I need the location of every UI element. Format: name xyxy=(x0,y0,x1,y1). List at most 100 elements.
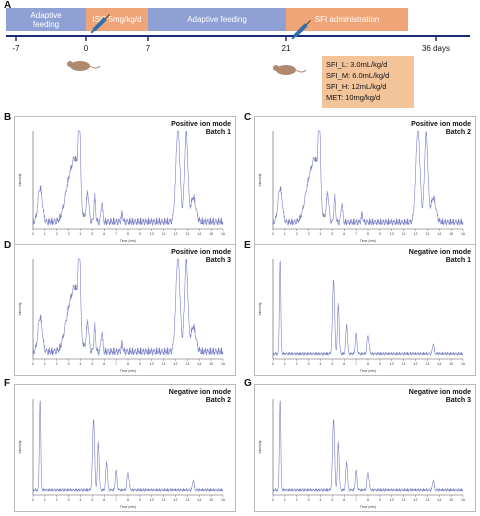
legend-item: SFI_L: 3.0mL/kg/d xyxy=(326,60,388,69)
chromatogram-d: 0 1 2 3 4 5 6 7 8 9 10 11 12 13 14 15 16 Time (min) Intens… xyxy=(14,244,236,376)
timeline-segment-sfi: SFI administration xyxy=(286,8,408,31)
x-tick-label: 11 xyxy=(162,232,166,236)
y-axis-label: Intensity xyxy=(18,440,22,453)
x-tick-label: 6 xyxy=(343,362,345,366)
legend-item: SFI_M: 6.0mL/kg/d xyxy=(326,71,390,80)
x-tick-label: 4 xyxy=(80,498,82,502)
y-axis-label: Intensity xyxy=(258,302,262,315)
timeline-segment-adaptive-2: Adaptive feeding xyxy=(148,8,286,31)
x-tick-label: 2 xyxy=(296,362,298,366)
legend-item: MET: 10mg/kg/d xyxy=(326,93,381,102)
x-tick-label: 3 xyxy=(308,232,310,236)
x-tick-label: 11 xyxy=(402,498,406,502)
x-tick-label: 14 xyxy=(197,498,201,502)
chromatogram-e: 0 1 2 3 4 5 6 7 8 9 10 11 12 13 14 15 16 Time (min) Intens… xyxy=(254,244,476,376)
mouse-icon xyxy=(67,61,101,71)
x-tick-label: 15 xyxy=(449,362,453,366)
panel-label-e: E xyxy=(244,240,251,251)
legend-item: SFI_H: 12mL/kg/d xyxy=(326,82,387,91)
x-tick-label: 8 xyxy=(127,362,129,366)
chromatogram-title: Negative ion mode Batch 1 xyxy=(408,249,471,264)
x-tick-label: 16 xyxy=(221,498,225,502)
x-tick-label: 2 xyxy=(56,362,58,366)
chromatogram-c: 0 1 2 3 4 5 6 7 8 9 10 11 12 13 14 15 16 Time (min) Intens… xyxy=(254,116,476,246)
x-tick-label: 10 xyxy=(150,362,154,366)
x-tick-label: 0 xyxy=(32,232,34,236)
x-tick-label: 9 xyxy=(379,362,381,366)
x-tick-label: 14 xyxy=(197,232,201,236)
x-tick-label: 2 xyxy=(296,498,298,502)
x-tick-label: 8 xyxy=(127,498,129,502)
timeline-tick-label: 36 days xyxy=(421,44,451,53)
x-tick-label: 6 xyxy=(103,232,105,236)
chromatogram-trace xyxy=(32,400,224,493)
chromatogram-trace xyxy=(32,130,224,226)
panel-label-g: G xyxy=(244,378,252,389)
x-tick-label: 16 xyxy=(461,362,465,366)
x-tick-label: 8 xyxy=(367,498,369,502)
x-tick-label: 13 xyxy=(425,498,429,502)
mouse-icon xyxy=(273,65,307,75)
x-tick-label: 6 xyxy=(343,232,345,236)
x-tick-label: 0 xyxy=(32,362,34,366)
chromatogram-g: 0 1 2 3 4 5 6 7 8 9 10 11 12 13 14 15 16 Time (min) Intens… xyxy=(254,384,476,512)
x-tick-label: 2 xyxy=(296,232,298,236)
x-tick-label: 6 xyxy=(343,498,345,502)
chromatogram-trace xyxy=(272,130,464,227)
x-axis-label: Time (min) xyxy=(360,239,377,243)
x-axis-label: Time (min) xyxy=(120,369,137,373)
x-tick-label: 11 xyxy=(162,362,166,366)
x-tick-label: 14 xyxy=(437,498,441,502)
x-tick-label: 1 xyxy=(284,232,286,236)
x-tick-label: 2 xyxy=(56,498,58,502)
y-axis-label: Intensity xyxy=(18,173,22,186)
chromatogram-trace xyxy=(272,400,464,493)
x-tick-label: 0 xyxy=(272,232,274,236)
timeline-tick-label: -7 xyxy=(12,44,20,53)
x-tick-label: 9 xyxy=(139,232,141,236)
x-tick-label: 9 xyxy=(139,498,141,502)
y-axis-label: Intensity xyxy=(18,302,22,315)
x-tick-label: 1 xyxy=(44,232,46,236)
x-tick-label: 14 xyxy=(437,362,441,366)
chromatogram-title: Negative ion mode Batch 2 xyxy=(168,389,231,404)
plot-axes xyxy=(272,399,463,496)
x-tick-label: 9 xyxy=(379,498,381,502)
x-tick-label: 3 xyxy=(68,498,70,502)
x-tick-label: 1 xyxy=(284,498,286,502)
panel-label-a: A xyxy=(4,0,12,11)
x-tick-label: 12 xyxy=(414,498,418,502)
x-tick-label: 5 xyxy=(331,362,333,366)
x-tick-label: 7 xyxy=(115,362,117,366)
x-tick-label: 5 xyxy=(91,362,93,366)
x-axis-label: Time (min) xyxy=(360,369,377,373)
x-tick-label: 15 xyxy=(209,498,213,502)
panel-label-b: B xyxy=(4,112,12,123)
x-tick-label: 16 xyxy=(461,498,465,502)
x-tick-label: 15 xyxy=(449,498,453,502)
x-tick-label: 10 xyxy=(150,498,154,502)
x-tick-label: 0 xyxy=(272,498,274,502)
y-axis-label: Intensity xyxy=(258,440,262,453)
panel-label-c: C xyxy=(244,112,252,123)
x-tick-label: 13 xyxy=(185,232,189,236)
chromatogram-trace xyxy=(272,260,464,357)
syringe-icon xyxy=(90,14,110,34)
x-tick-label: 4 xyxy=(320,498,322,502)
y-axis-label: Intensity xyxy=(258,173,262,186)
syringe-icon xyxy=(291,20,311,40)
x-tick-label: 12 xyxy=(414,232,418,236)
x-tick-label: 1 xyxy=(44,498,46,502)
x-tick-label: 4 xyxy=(320,362,322,366)
x-tick-label: 8 xyxy=(367,232,369,236)
x-tick-label: 3 xyxy=(68,232,70,236)
x-tick-label: 11 xyxy=(402,232,406,236)
x-tick-label: 9 xyxy=(379,232,381,236)
timeline-tick-label: 21 xyxy=(281,44,291,53)
x-tick-label: 15 xyxy=(209,232,213,236)
x-axis-label: Time (min) xyxy=(120,239,137,243)
x-axis-label: Time (min) xyxy=(120,505,137,509)
